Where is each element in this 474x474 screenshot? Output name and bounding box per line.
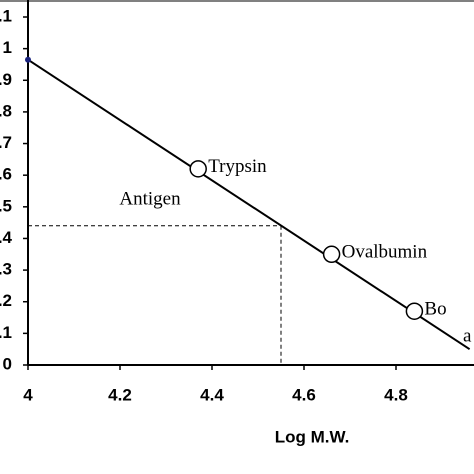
y-tick-label: 0.1: [0, 323, 12, 342]
start-dot: [25, 56, 31, 63]
y-tick-label: 1.1: [0, 6, 12, 25]
x-tick-label: 4.8: [384, 385, 408, 404]
y-tick-label: 0.5: [0, 196, 12, 215]
y-tick-label: 0.6: [0, 165, 12, 184]
y-tick-label: 0.2: [0, 291, 12, 310]
y-tick-label: 0.8: [0, 101, 12, 120]
curve: [27, 58, 471, 351]
marker-label: Ovalbumin: [342, 242, 428, 263]
extra-text: a: [463, 325, 472, 346]
y-tick-label: 0.9: [0, 70, 12, 89]
marker: [189, 160, 207, 178]
antigen-label: Antigen: [119, 188, 181, 209]
y-tick-label: 0: [3, 354, 12, 373]
y-tick-label: 0.3: [0, 260, 12, 279]
y-tick-label: 0.4: [0, 228, 13, 247]
y-tick-label: 1: [3, 38, 12, 57]
marker-label: Trypsin: [208, 156, 267, 177]
x-tick-label: 4: [23, 385, 33, 404]
marker: [322, 245, 341, 264]
x-tick-label: 4.2: [108, 385, 132, 404]
x-tick-label: 4.6: [292, 385, 316, 404]
x-tick-label: 4.4: [200, 385, 224, 404]
x-axis-label: Log M.W.: [275, 427, 350, 446]
marker: [405, 302, 424, 320]
marker-label: Bo: [424, 299, 446, 320]
y-tick-label: 0.7: [0, 133, 12, 152]
